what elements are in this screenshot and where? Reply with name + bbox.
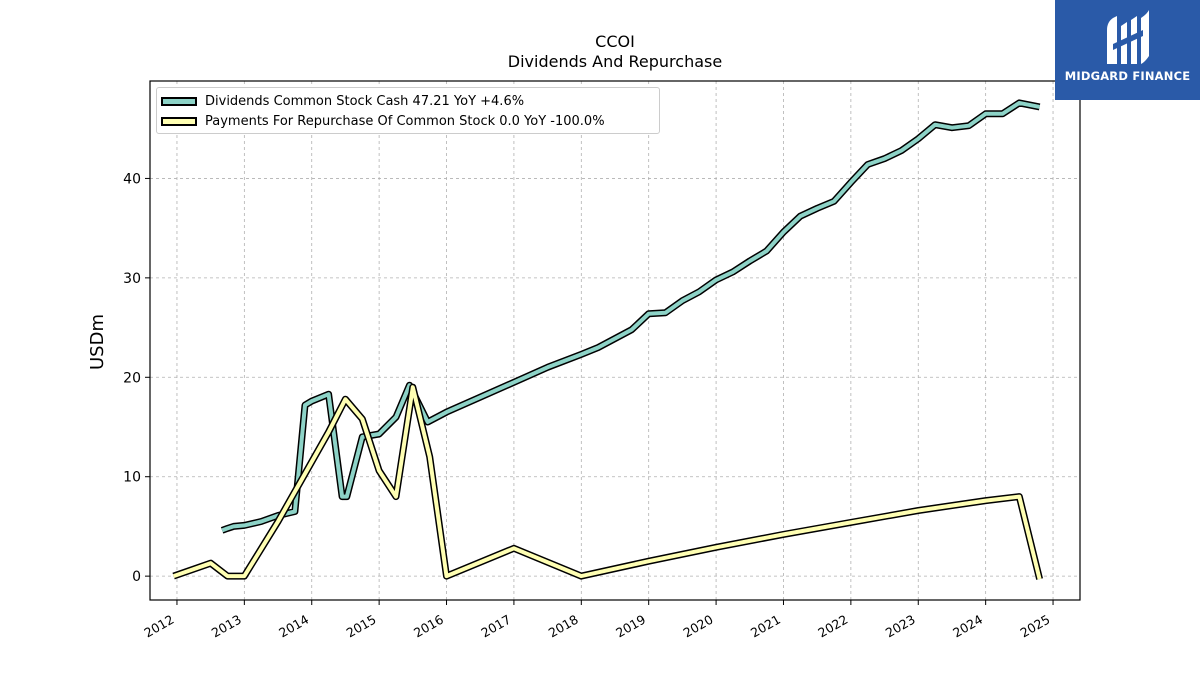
y-tick-label-0: 0 bbox=[132, 569, 141, 585]
x-tick-label-2023: 2023 bbox=[883, 612, 918, 641]
plot-frame bbox=[149, 80, 1081, 601]
legend-item-dividends: Dividends Common Stock Cash 47.21 YoY +4… bbox=[161, 91, 524, 111]
y-tick-label-20: 20 bbox=[123, 370, 141, 386]
series-line-dividends bbox=[221, 100, 1040, 533]
x-tick-label-2018: 2018 bbox=[546, 612, 581, 641]
x-tick-label-2022: 2022 bbox=[815, 612, 850, 641]
logo-text: MIDGARD FINANCE bbox=[1064, 69, 1191, 83]
x-tick-label-2015: 2015 bbox=[344, 612, 379, 641]
legend-label-repurchase: Payments For Repurchase Of Common Stock … bbox=[205, 113, 605, 129]
chart-subtitle: Dividends And Repurchase bbox=[507, 52, 723, 71]
y-axis-label: USDm bbox=[87, 314, 108, 370]
x-tick-label-2016: 2016 bbox=[411, 612, 446, 641]
y-tick-label-30: 30 bbox=[123, 271, 141, 287]
legend-swatch-repurchase bbox=[161, 116, 197, 126]
x-tick-label-2012: 2012 bbox=[141, 612, 176, 641]
legend-item-repurchase: Payments For Repurchase Of Common Stock … bbox=[161, 111, 605, 131]
x-axis-ticks: 2012 2013 2014 2015 2016 2017 2018 2019 2020 2021… bbox=[141, 600, 1054, 641]
x-tick-label-2013: 2013 bbox=[209, 612, 244, 641]
x-tick-label-2017: 2017 bbox=[478, 612, 513, 641]
series-line-repurchase bbox=[172, 385, 1042, 580]
midgard-m-icon bbox=[1107, 10, 1149, 64]
x-tick-label-2019: 2019 bbox=[613, 612, 648, 641]
legend-swatch-dividends bbox=[161, 96, 197, 106]
y-tick-label-40: 40 bbox=[123, 171, 141, 187]
x-tick-label-2025: 2025 bbox=[1017, 612, 1052, 641]
midgard-logo: MIDGARD FINANCE bbox=[1055, 0, 1200, 100]
legend: Dividends Common Stock Cash 47.21 YoY +4… bbox=[156, 87, 660, 134]
y-axis-ticks: 0 10 20 30 40 bbox=[123, 171, 150, 585]
x-tick-label-2014: 2014 bbox=[276, 612, 311, 641]
series-outline-dividends bbox=[220, 99, 1041, 534]
chart-title: CCOI bbox=[595, 32, 635, 51]
grid-lines bbox=[150, 81, 1080, 600]
x-tick-label-2024: 2024 bbox=[950, 612, 985, 641]
x-tick-label-2020: 2020 bbox=[681, 612, 716, 641]
legend-label-dividends: Dividends Common Stock Cash 47.21 YoY +4… bbox=[205, 93, 525, 109]
x-tick-label-2021: 2021 bbox=[748, 612, 783, 641]
series-lines bbox=[172, 99, 1043, 580]
y-tick-label-10: 10 bbox=[123, 470, 141, 486]
